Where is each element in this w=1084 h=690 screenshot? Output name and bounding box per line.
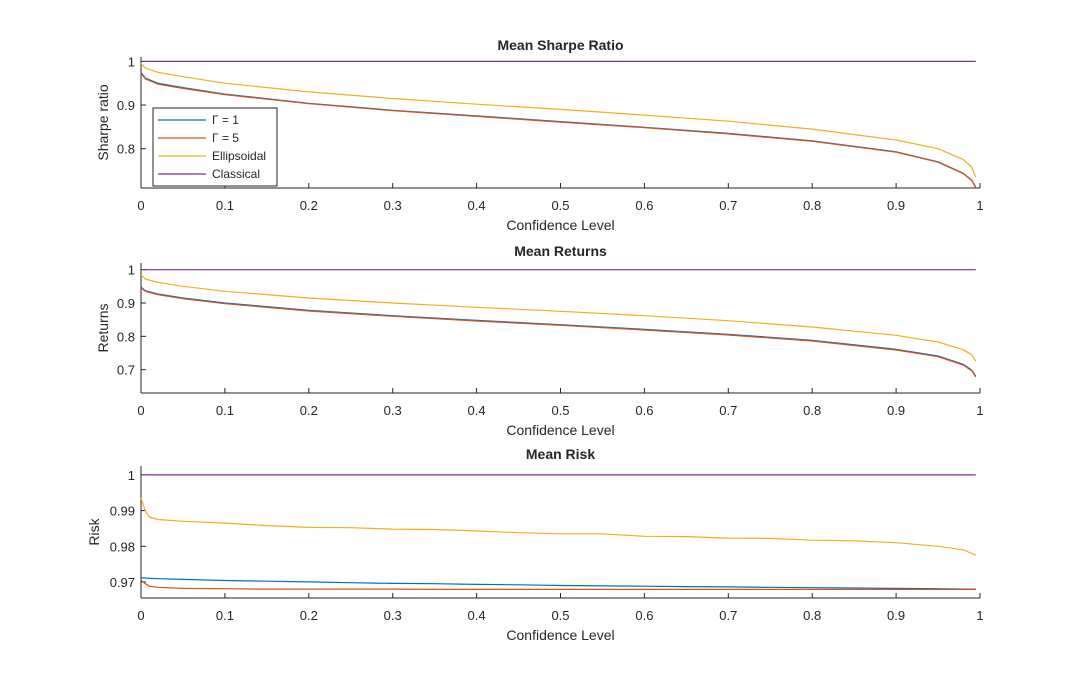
x-tick-label: 0.3 [384,198,402,213]
x-tick-label: 0.9 [887,198,905,213]
x-tick-label: 0.9 [887,403,905,418]
y-tick-label: 0.8 [117,142,135,157]
legend: Γ = 1 Γ = 5 Ellipsoidal Classical [152,107,278,187]
y-axis-label: Returns [95,303,111,352]
x-tick-label: 0 [137,198,144,213]
x-tick-label: 0.6 [635,403,653,418]
y-tick-label: 1 [128,263,135,278]
x-tick-label: 0.6 [635,198,653,213]
legend-entry-3: Ellipsoidal [212,149,266,163]
x-tick-label: 0.8 [803,403,821,418]
legend-entry-4: Classical [212,167,260,181]
x-tick-label: 0.2 [300,608,318,623]
series-line-3 [140,274,977,362]
legend-entry-1: Γ = 1 [212,113,239,127]
series-line-1 [140,577,976,590]
legend-box [152,107,278,187]
x-tick-label: 0.9 [887,608,905,623]
x-tick-label: 0.7 [719,403,737,418]
x-tick-label: 0.7 [719,608,737,623]
x-tick-label: 0.4 [468,198,486,213]
x-tick-label: 0 [137,608,144,623]
x-tick-label: 0.5 [551,198,569,213]
chart-title: Mean Risk [526,446,595,462]
x-tick-label: 0.2 [300,403,318,418]
y-tick-label: 0.7 [117,363,135,378]
x-tick-label: 1 [976,198,983,213]
y-tick-label: 1 [128,468,135,483]
x-tick-label: 0 [137,403,144,418]
chart-title: Mean Returns [514,243,607,259]
x-tick-label: 0.1 [216,403,234,418]
series-line-2 [140,579,976,591]
series-line-3 [140,497,977,556]
x-axis-label: Confidence Level [506,217,614,233]
subplot-3: 0 0.1 0.2 0.3 0.4 0.5 0.6 0.7 0.8 0.9 1 0.97 0.98 0.9… [86,446,984,643]
series-line-2 [140,72,977,188]
y-axis-label: Risk [86,517,102,545]
y-tick-label: 1 [128,54,135,69]
x-tick-label: 0.2 [300,198,318,213]
y-axis-label: Sharpe ratio [95,84,111,160]
series-line-2 [140,287,977,378]
y-tick-label: 0.9 [117,296,135,311]
y-tick-label: 0.99 [110,504,135,519]
chart-title: Mean Sharpe Ratio [497,37,623,53]
y-tick-label: 0.8 [117,329,135,344]
x-tick-label: 0.4 [468,608,486,623]
x-axis-label: Confidence Level [506,627,614,643]
series-line-1 [140,286,977,377]
x-tick-label: 1 [976,403,983,418]
series-line-3 [140,63,977,178]
y-tick-label: 0.97 [110,575,135,590]
y-tick-label: 0.98 [110,539,135,554]
x-tick-label: 0.7 [719,198,737,213]
x-tick-label: 0.6 [635,608,653,623]
x-axis-label: Confidence Level [506,422,614,438]
x-tick-label: 0.3 [384,608,402,623]
subplot-2: 0 0.1 0.2 0.3 0.4 0.5 0.6 0.7 0.8 0.9 1 0.7 0.8 0.9 1 M… [95,243,984,438]
y-tick-label: 0.9 [117,98,135,113]
x-tick-label: 0.8 [803,198,821,213]
x-tick-label: 0.1 [216,198,234,213]
x-tick-label: 0.5 [551,608,569,623]
subplot-1: 0 0.1 0.2 0.3 0.4 0.5 0.6 0.7 0.8 0.9 1 0.8 0.9 1 Mean… [95,37,984,233]
x-tick-label: 0.4 [468,403,486,418]
x-tick-label: 0.1 [216,608,234,623]
x-tick-label: 0.8 [803,608,821,623]
legend-entry-2: Γ = 5 [212,131,239,145]
x-tick-label: 0.5 [551,403,569,418]
x-tick-label: 1 [976,608,983,623]
x-tick-label: 0.3 [384,403,402,418]
